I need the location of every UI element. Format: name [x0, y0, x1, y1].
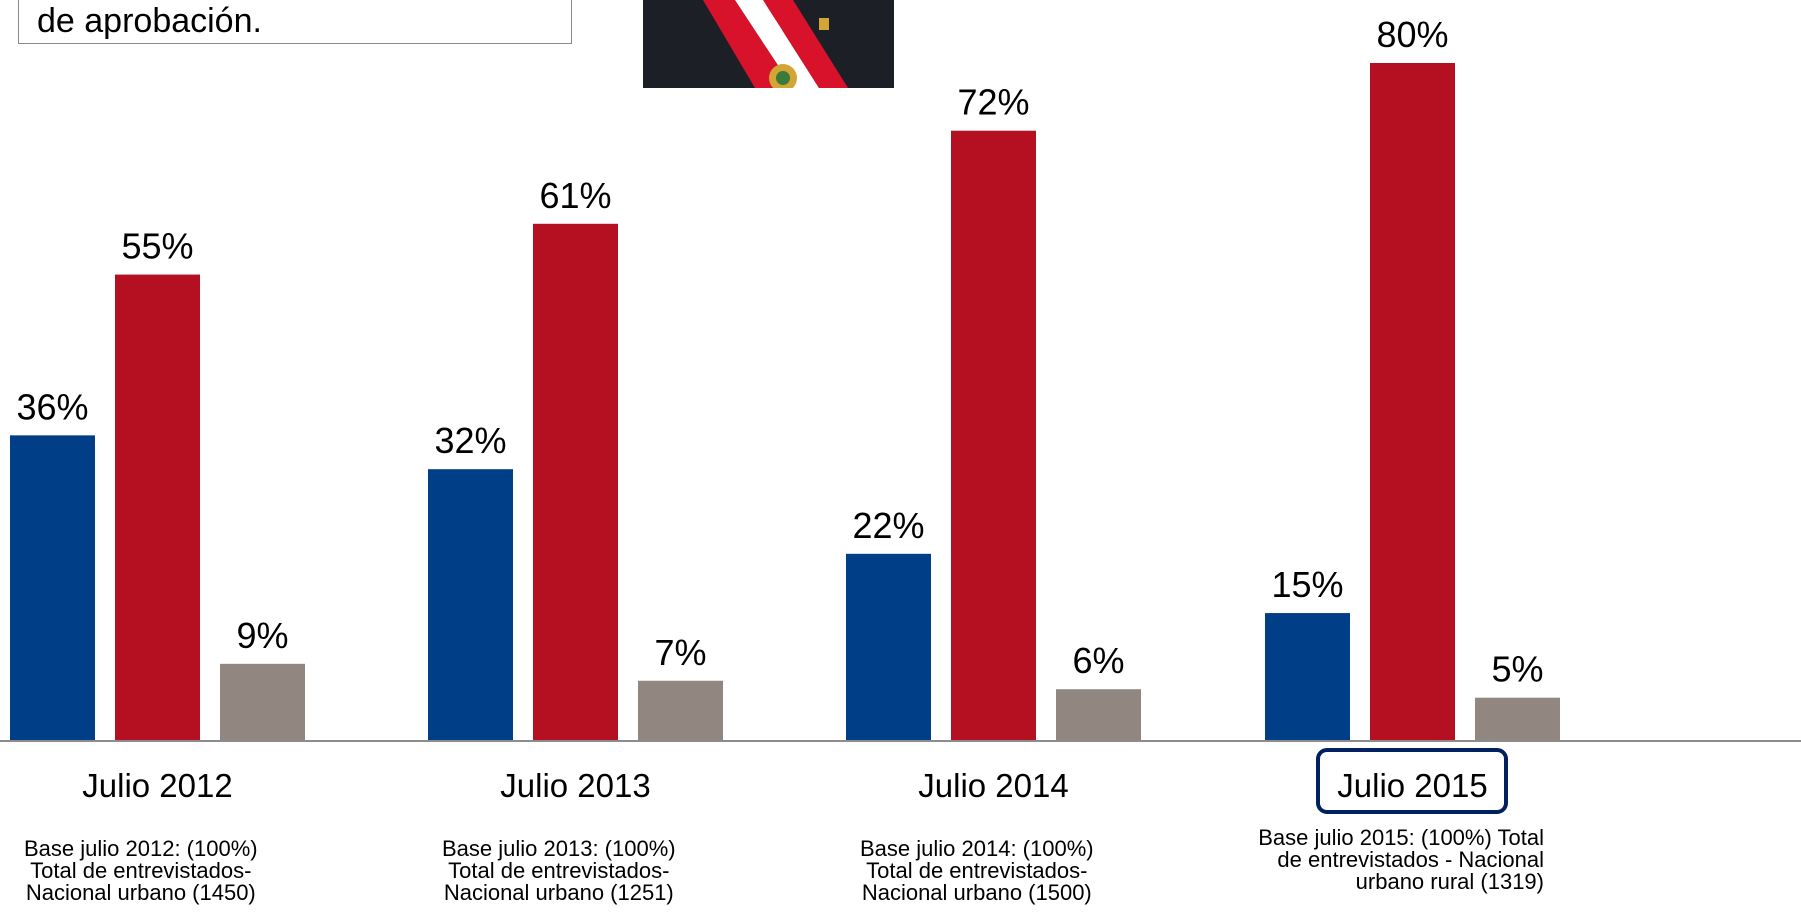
bar-julio-2015-series-3: [1475, 697, 1560, 740]
callout-box: de aprobación.: [18, 0, 572, 44]
data-label: 5%: [1491, 649, 1543, 690]
bar-julio-2014-series-2: [951, 130, 1036, 740]
bar-julio-2013-series-3: [638, 680, 723, 740]
president-photo-graphic: [643, 0, 894, 88]
bar-julio-2012-series-2: [115, 274, 200, 740]
data-label: 61%: [539, 175, 611, 216]
bar-julio-2012-series-3: [220, 663, 305, 740]
category-label: Julio 2015: [1337, 767, 1487, 804]
category-label: Julio 2012: [82, 767, 232, 804]
data-label: 55%: [121, 226, 193, 267]
base-note: Base julio 2012: (100%) Total de entrevi…: [24, 836, 258, 905]
bar-julio-2015-series-2: [1370, 63, 1455, 740]
data-label: 32%: [434, 420, 506, 461]
callout-text: de aprobación.: [37, 2, 262, 40]
data-label: 72%: [957, 82, 1029, 123]
bar-julio-2014-series-3: [1056, 689, 1141, 740]
data-label: 9%: [236, 615, 288, 656]
bar-julio-2013-series-2: [533, 223, 618, 741]
data-label: 7%: [654, 632, 706, 673]
category-label: Julio 2013: [500, 767, 650, 804]
base-note: Base julio 2013: (100%) Total de entrevi…: [442, 836, 676, 905]
data-label: 22%: [852, 505, 924, 546]
bar-julio-2015-series-1: [1265, 613, 1350, 740]
data-label: 80%: [1376, 14, 1448, 55]
data-label: 15%: [1271, 564, 1343, 605]
president-photo: [643, 0, 894, 88]
base-note: Base julio 2015: (100%) Total de entrevi…: [1258, 825, 1544, 894]
highlight-box: [1316, 748, 1508, 814]
data-label: 36%: [16, 386, 88, 427]
bar-julio-2014-series-1: [846, 553, 931, 740]
bar-julio-2012-series-1: [10, 435, 95, 740]
bar-julio-2013-series-1: [428, 469, 513, 740]
category-label: Julio 2014: [918, 767, 1068, 804]
base-note: Base julio 2014: (100%) Total de entrevi…: [860, 836, 1094, 905]
data-label: 6%: [1072, 640, 1124, 681]
